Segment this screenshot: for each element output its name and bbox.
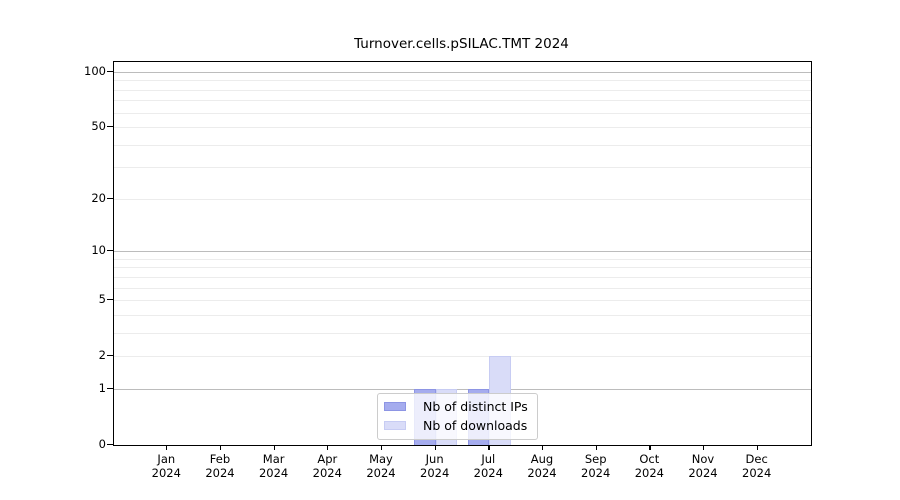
- x-tick-mark: [434, 445, 436, 450]
- x-tick-mark: [488, 445, 490, 450]
- gridline-minor: [114, 144, 811, 146]
- y-tick-label: 100: [84, 63, 106, 78]
- y-tick-label: 2: [98, 348, 106, 363]
- x-tick-label: Jun 2024: [420, 452, 450, 480]
- legend-swatch-downloads-icon: [384, 421, 406, 430]
- gridline-minor: [114, 267, 811, 269]
- x-tick-mark: [219, 445, 222, 450]
- x-tick-mark: [166, 445, 168, 450]
- legend-label-distinct-ips: Nb of distinct IPs: [423, 399, 528, 414]
- gridline-minor: [114, 300, 811, 302]
- gridline-minor: [114, 167, 811, 169]
- y-tick-mark: [107, 387, 113, 390]
- legend-label-downloads: Nb of downloads: [423, 418, 528, 433]
- x-tick-label: Mar 2024: [258, 452, 289, 480]
- y-tick-label: 5: [98, 292, 106, 307]
- x-tick-mark: [649, 445, 651, 450]
- x-tick-label: Nov 2024: [688, 452, 718, 480]
- x-tick-mark: [541, 445, 544, 450]
- x-tick-mark: [327, 445, 329, 450]
- gridline-minor: [114, 287, 811, 289]
- legend: Nb of distinct IPs Nb of downloads: [377, 393, 538, 440]
- x-tick-mark: [273, 445, 275, 450]
- gridline-minor: [114, 198, 811, 200]
- plot-area: Nb of distinct IPs Nb of downloads: [113, 61, 812, 446]
- x-tick-label: May 2024: [366, 452, 396, 480]
- legend-item-distinct-ips: Nb of distinct IPs: [384, 399, 528, 414]
- x-tick-mark: [595, 445, 597, 450]
- x-tick-label: Jul 2024: [473, 452, 503, 480]
- y-tick-mark: [107, 70, 113, 72]
- y-tick-mark: [107, 126, 113, 128]
- x-tick-label: Apr 2024: [312, 452, 342, 480]
- x-tick-label: Aug 2024: [527, 452, 557, 480]
- gridline-minor: [114, 258, 811, 260]
- x-tick-mark: [380, 445, 383, 450]
- gridline-major: [114, 388, 811, 390]
- gridline-minor: [114, 276, 811, 278]
- y-tick-mark: [107, 250, 113, 252]
- y-tick-mark: [107, 197, 113, 199]
- y-tick-mark: [107, 355, 113, 357]
- y-tick-label: 0: [98, 437, 106, 451]
- x-tick-label: Feb 2024: [205, 452, 235, 480]
- gridline-minor: [114, 332, 811, 334]
- x-tick-label: Dec 2024: [742, 452, 772, 480]
- legend-swatch-distinct-ips-icon: [384, 402, 406, 411]
- y-tick-mark: [107, 444, 113, 446]
- y-tick-label: 10: [91, 243, 106, 258]
- gridline-minor: [114, 127, 811, 129]
- gridline-major: [114, 251, 811, 253]
- gridline-minor: [114, 314, 811, 316]
- y-tick-mark: [107, 299, 113, 301]
- gridline-major: [114, 71, 811, 73]
- x-tick-label: Sep 2024: [581, 452, 611, 480]
- legend-item-downloads: Nb of downloads: [384, 418, 528, 433]
- gridline-minor: [114, 112, 811, 114]
- x-tick-label: Oct 2024: [634, 452, 664, 480]
- gridline-minor: [114, 89, 811, 91]
- y-tick-label: 50: [91, 119, 106, 134]
- gridline-minor: [114, 100, 811, 102]
- y-tick-label: 1: [98, 380, 106, 395]
- x-tick-mark: [703, 445, 705, 450]
- y-tick-label: 20: [91, 190, 106, 205]
- gridline-minor: [114, 356, 811, 358]
- x-tick-mark: [756, 445, 758, 450]
- x-tick-label: Jan 2024: [151, 452, 181, 480]
- chart-title: Turnover.cells.pSILAC.TMT 2024: [354, 36, 569, 52]
- gridline-minor: [114, 80, 811, 82]
